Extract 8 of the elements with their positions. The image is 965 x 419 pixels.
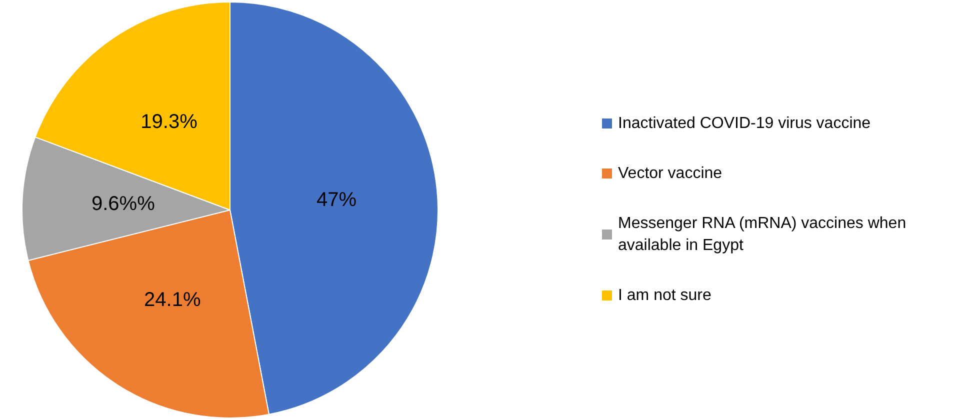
legend-label: Inactivated COVID-19 virus vaccine [618,115,871,132]
data-label: 9.6%% [91,192,156,215]
legend-label: I am not sure [618,287,712,304]
legend-label: Vector vaccine [618,165,722,182]
data-label: 47% [316,188,357,211]
data-label: 19.3% [140,111,198,134]
legend-label: Messenger RNA (mRNA) vaccines when available in Egypt [618,215,911,254]
data-label: 24.1% [144,289,201,312]
